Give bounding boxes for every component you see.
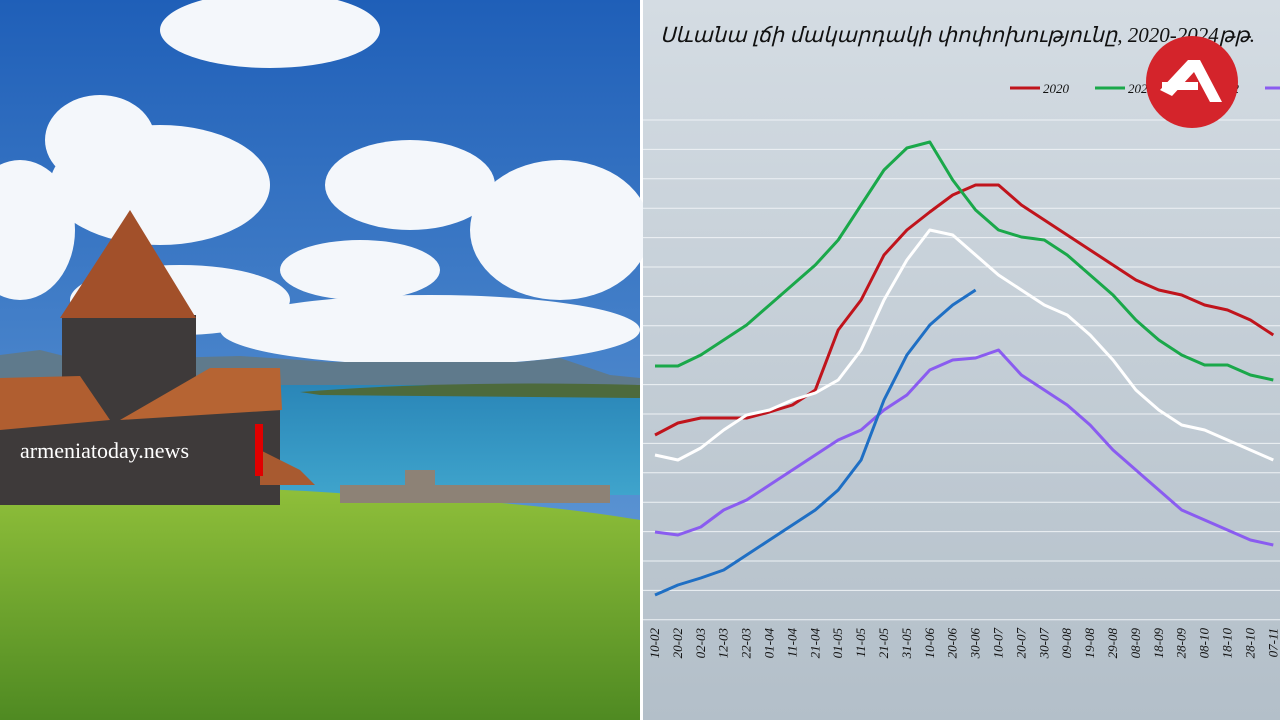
x-tick-label: 18-09 — [1151, 628, 1166, 659]
x-tick-label: 28-10 — [1242, 628, 1257, 659]
x-tick-label: 30-07 — [1036, 628, 1051, 660]
chart-title: Սևանա լճի մակարդակի փոփոխությունը, 2020-… — [660, 23, 1255, 47]
series-line — [654, 288, 977, 597]
x-tick-label: 31-05 — [899, 628, 914, 660]
x-tick-label: 20-02 — [670, 628, 685, 659]
plot: 10-02 20-02 02-03 12-03 22-03 01-04 11-04 21-04… — [647, 81, 1280, 659]
series-line — [655, 140, 1274, 382]
series-line — [654, 228, 1274, 462]
x-tick-label: 01-05 — [830, 628, 845, 659]
x-tick-label: 22-03 — [739, 628, 754, 659]
x-tick-label: 10-02 — [647, 628, 662, 659]
x-tick-label: 09-08 — [1059, 628, 1074, 659]
series-line — [654, 348, 1274, 547]
x-tick-label: 08-09 — [1128, 628, 1143, 659]
x-tick-label: 20-06 — [945, 628, 960, 659]
x-tick-label: 21-05 — [876, 628, 891, 659]
x-tick-label: 10-06 — [922, 628, 937, 659]
x-tick-label: 21-04 — [807, 628, 822, 659]
series-line — [654, 183, 1275, 437]
x-tick-label: 07-11 — [1265, 628, 1280, 657]
x-tick-label: 30-06 — [968, 628, 983, 660]
x-tick-label: 28-09 — [1174, 628, 1189, 659]
x-tick-label: 29-08 — [1105, 628, 1120, 659]
x-tick-label: 10-07 — [991, 628, 1006, 659]
legend-label: 2020 — [1043, 81, 1070, 96]
x-tick-label: 08-10 — [1197, 628, 1212, 659]
x-tick-label: 20-07 — [1013, 628, 1028, 659]
x-tick-label: 12-03 — [716, 628, 731, 659]
x-tick-label: 11-05 — [853, 628, 868, 658]
x-tick-label: 02-03 — [693, 628, 708, 659]
logo — [1146, 36, 1238, 128]
x-tick-label: 19-08 — [1082, 628, 1097, 659]
x-tick-label: 01-04 — [762, 628, 777, 659]
x-tick-label: 11-04 — [784, 628, 799, 658]
photo: armeniatoday.news — [0, 0, 650, 720]
x-tick-label: 18-10 — [1220, 628, 1235, 659]
watermark: armeniatoday.news — [20, 438, 189, 463]
